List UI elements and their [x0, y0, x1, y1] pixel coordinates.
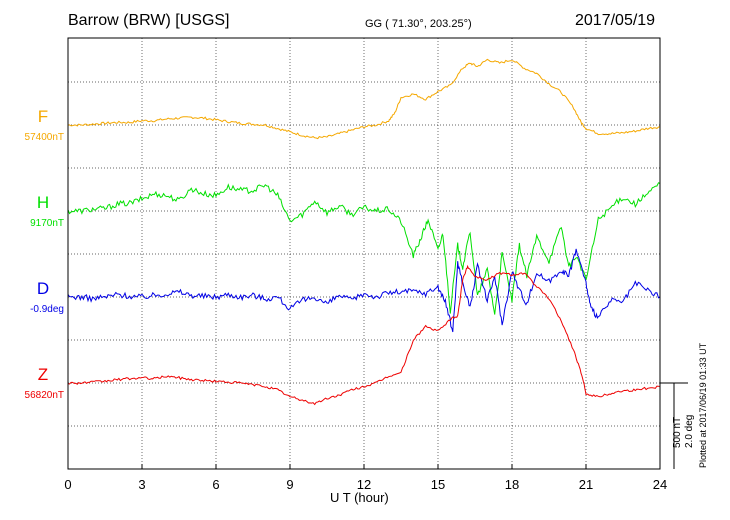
series-name-z: Z	[38, 365, 48, 384]
series-baseline-f: 57400nT	[25, 132, 64, 143]
chart-date: 2017/05/19	[575, 12, 656, 29]
x-tick-label: 0	[64, 477, 71, 492]
x-tick-label: 21	[579, 477, 593, 492]
plotted-timestamp: Plotted at 2017/06/19 01:33 UT	[698, 342, 708, 468]
x-tick-label: 9	[286, 477, 293, 492]
series-baseline-h: 9170nT	[30, 218, 64, 229]
x-tick-label: 12	[357, 477, 371, 492]
x-axis: 0 3 6 9 12 15 18 21 24	[64, 464, 667, 492]
geo-coordinates: GG ( 71.30°, 203.25°)	[365, 18, 472, 30]
series-name-h: H	[37, 193, 49, 212]
chart-title: Barrow (BRW) [USGS]	[68, 12, 230, 29]
series-line-d	[67, 248, 661, 333]
series-baseline-z: 56820nT	[25, 390, 64, 401]
scale-bar-nt-label: 500 nT	[672, 416, 683, 448]
x-tick-label: 6	[212, 477, 219, 492]
series-line-z	[67, 264, 661, 406]
series-labels: F 57400nT H 9170nT D -0.9deg Z 56820nT	[25, 107, 64, 401]
x-tick-label: 18	[505, 477, 519, 492]
series-layer	[67, 58, 661, 406]
x-tick-label: 3	[138, 477, 145, 492]
x-axis-label: U T (hour)	[330, 490, 389, 505]
series-line-f	[67, 58, 661, 140]
series-line-h	[67, 182, 661, 315]
scale-bar	[660, 382, 688, 469]
scale-bar-deg-label: 2.0 deg	[684, 414, 695, 448]
series-name-f: F	[38, 107, 48, 126]
series-baseline-d: -0.9deg	[30, 304, 64, 315]
x-tick-label: 15	[431, 477, 445, 492]
x-tick-label: 24	[653, 477, 667, 492]
grid	[68, 38, 660, 469]
series-name-d: D	[37, 279, 49, 298]
